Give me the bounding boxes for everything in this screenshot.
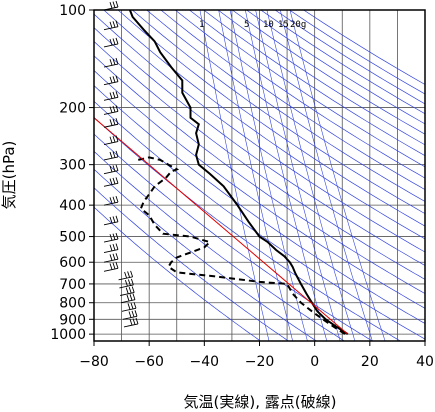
y-axis-label: 気圧(hPa) [0, 141, 18, 210]
wind-barb [103, 232, 119, 243]
y-tick-label: 800 [59, 296, 86, 312]
mixing-ratio-labels: 1 5 10 15 20g [199, 20, 306, 30]
profile-series-0 [128, 10, 349, 335]
mixing-ratio-label: 15 [278, 20, 289, 30]
wind-barb [103, 196, 119, 206]
wind-barbs [103, 0, 139, 328]
wind-barb [122, 310, 138, 320]
dry-adiabat-line [94, 133, 373, 341]
wind-barb [103, 262, 119, 272]
adiabat-lines [94, 10, 425, 341]
wind-barb [103, 20, 119, 31]
y-tick-label: 400 [59, 198, 86, 214]
dry-adiabat-line [146, 10, 425, 202]
mixing-ratio-line [289, 10, 386, 341]
wind-barb [103, 135, 119, 145]
wind-barb [103, 164, 119, 175]
mixing-ratio-label: 5 [244, 20, 249, 30]
y-tick-label: 900 [59, 312, 86, 328]
mixing-ratio-line [245, 10, 328, 341]
x-tick-label: −80 [79, 354, 109, 370]
dry-adiabat-line [117, 10, 425, 227]
x-tick-label: 0 [310, 354, 319, 370]
wind-barb [121, 302, 137, 312]
dry-adiabat-line [94, 41, 425, 280]
dry-adiabat-line [94, 187, 289, 341]
dry-adiabat-line [94, 27, 425, 266]
wind-barb [103, 177, 119, 187]
y-tick-label: 500 [59, 230, 86, 246]
wind-barb [120, 286, 135, 296]
x-tick-label: 40 [416, 354, 434, 370]
wind-barb [103, 37, 119, 48]
mixing-ratio-line [280, 10, 373, 341]
mixing-ratio-label: 10 [263, 20, 274, 30]
y-tick-label: 300 [59, 158, 86, 174]
dry-adiabat-line [289, 10, 425, 95]
dry-adiabat-line [217, 10, 425, 146]
y-tick-label: 100 [59, 3, 86, 19]
wind-barb [103, 57, 119, 68]
mixing-ratio-label: 1 [199, 20, 204, 30]
grid-lines [94, 10, 425, 341]
x-axis-label: 気温(実線), 露点(破線) [184, 393, 337, 411]
wind-barb [103, 0, 119, 11]
dry-adiabat-line [160, 10, 425, 191]
dry-adiabat-line [94, 206, 261, 341]
wind-barb [118, 270, 134, 281]
dry-adiabat-line [103, 10, 425, 240]
dry-adiabat-line [274, 10, 425, 105]
profile-lines [94, 10, 349, 335]
wind-barb [103, 243, 119, 253]
mixing-ratio-line [199, 10, 270, 341]
wind-barb [103, 150, 119, 161]
wind-barb [103, 105, 119, 115]
dry-adiabat-line [94, 116, 401, 341]
wind-barb [103, 215, 119, 226]
wind-barb [103, 253, 119, 263]
mixing-ratio-label: 20g [290, 20, 306, 30]
wind-barb [103, 91, 119, 101]
wind-barb [123, 317, 139, 328]
x-tick-label: −40 [190, 354, 220, 370]
dry-adiabat-line [189, 10, 425, 168]
y-tick-label: 700 [59, 277, 86, 293]
dry-adiabat-line [94, 150, 345, 341]
dry-adiabat-line [94, 85, 425, 324]
wind-barb [120, 293, 136, 304]
y-tick-label: 600 [59, 255, 86, 271]
x-tick-label: 20 [361, 354, 379, 370]
dry-adiabat-line [94, 70, 425, 309]
mixing-ratio-line [266, 10, 356, 341]
dry-adiabat-line [94, 168, 317, 341]
x-tick-label: −60 [134, 354, 164, 370]
wind-barb [119, 278, 134, 289]
dry-adiabat-line [94, 100, 425, 340]
mixing-ratio-line [255, 10, 341, 341]
dry-adiabat-line [232, 10, 425, 135]
y-tick-label: 200 [59, 101, 86, 117]
y-tick-label: 1000 [50, 327, 86, 343]
dry-adiabat-line [94, 13, 425, 253]
wind-barb [103, 118, 119, 128]
wind-barb [103, 75, 119, 86]
dry-adiabat-line [174, 10, 425, 179]
dry-adiabat-line [203, 10, 425, 157]
x-axis-ticks: −80 −60 −40 −20 0 20 40 [79, 341, 434, 370]
profile-series-2 [94, 117, 349, 335]
x-tick-label: −20 [245, 354, 275, 370]
mixing-ratio-line [218, 10, 293, 341]
dry-adiabat-line [132, 10, 425, 215]
